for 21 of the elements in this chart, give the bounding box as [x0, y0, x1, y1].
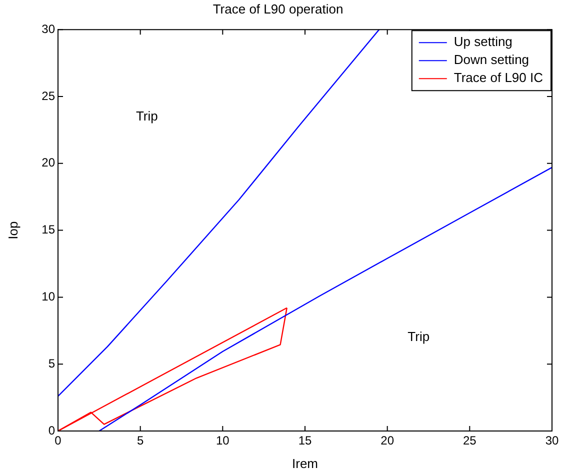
x-tick-label: 25	[462, 434, 477, 448]
legend-label: Down setting	[454, 52, 530, 68]
chart-title: Trace of L90 operation	[212, 1, 344, 16]
x-tick-label: 5	[136, 434, 144, 448]
legend-label: Trace of L90 IC	[454, 70, 544, 86]
y-tick-label: 5	[48, 356, 56, 370]
x-tick-label: 10	[216, 434, 230, 448]
y-axis-title: Iop	[5, 221, 20, 240]
x-tick-label: 20	[380, 434, 394, 448]
y-tick-label: 20	[42, 156, 56, 170]
x-tick-label: 30	[545, 434, 559, 448]
annotation: Trip	[408, 329, 430, 344]
annotation: Trip	[136, 108, 158, 124]
y-tick-label: 15	[42, 222, 56, 237]
y-tick-label: 25	[42, 88, 56, 103]
y-tick-label: 30	[42, 22, 56, 36]
x-tick-label: 15	[298, 434, 312, 448]
y-tick-label: 0	[48, 423, 56, 438]
legend-label: Up setting	[454, 34, 512, 50]
y-tick-label: 10	[42, 290, 56, 304]
x-axis-title: Irem	[292, 456, 318, 471]
